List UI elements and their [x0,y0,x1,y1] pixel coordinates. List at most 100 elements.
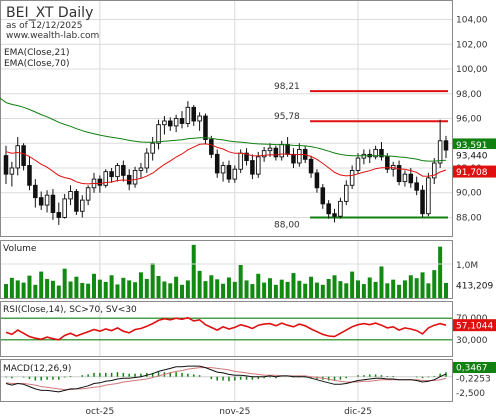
volume-bar [379,266,384,298]
candle-body [3,155,9,175]
candle-body [38,197,44,206]
candle-body [21,145,26,166]
volume-bar [80,282,85,298]
volume-bar [426,283,431,298]
volume-bar [45,278,50,298]
candle-body [426,177,431,215]
watermark: www.wealth-lab.com [6,31,99,41]
volume-bar [185,280,190,298]
volume-bar [350,271,355,298]
volume-bar [408,275,413,298]
volume-bar [162,281,167,298]
volume-bar [39,271,44,298]
rsi-panel [0,301,453,357]
candle-body [255,156,261,175]
volume-bar [191,244,196,298]
rsi-label: RSI(Close,14), SC>70, SV<30 [3,305,137,315]
price-tick-label: 102,00 [456,40,488,50]
volume-bar [33,284,38,298]
volume-bar [397,284,402,298]
volume-bar [62,268,67,298]
volume-bar [144,278,149,298]
candle-body [156,124,161,144]
volume-bar [238,265,243,298]
candle-body [132,169,138,185]
candle-body [209,139,214,155]
volume-bar [50,280,55,298]
ema70-line [5,102,447,162]
price-tick-label: 98,00 [456,90,482,100]
price-tick-label: 100,00 [456,65,488,75]
candle-body [267,147,273,152]
ema70-value-tag-bg [453,138,496,151]
volume-bar [97,279,102,298]
candle-body [291,153,296,164]
volume-bar [244,280,249,298]
candle-body [173,118,179,127]
volume-bar [209,275,214,298]
volume-bar [203,281,208,298]
legend-ema70: EMA(Close,70) [4,59,69,69]
candle-body [56,212,62,218]
candle-body [361,153,367,159]
volume-bar [250,284,255,298]
candle-body [414,182,419,191]
candle-body [279,144,285,158]
rsi-tag-bg [453,319,496,332]
macd-signal-tag-bg [453,373,496,384]
volume-bar [56,285,61,298]
candle-body [261,150,267,158]
price-tick-label: 96,00 [456,115,482,125]
candle-body [338,200,343,217]
volume-bar [414,278,419,298]
volume-bar [279,279,284,298]
level-label: 98,21 [274,82,300,92]
candle-body [420,189,425,215]
candle-body [214,153,220,174]
volume-bar [291,273,296,298]
level-label: 95,78 [274,112,300,122]
macd-label: MACD(12,26,9) [3,364,71,374]
candle-body [79,199,85,212]
volume-bar [256,273,261,298]
volume-bar [133,282,138,298]
last-close-tag-bg [453,149,496,162]
candle-body [379,148,384,158]
candle-body [314,172,320,189]
support-resistance-levels: 98,21 95,78 88,00 [0,82,448,230]
volume-bar [402,280,407,298]
volume-bar [156,276,161,298]
candle-body [197,115,202,122]
macd-tag-bg [453,362,496,373]
candle-body [74,191,79,212]
volume-bar [314,282,319,298]
candle-body [9,167,15,175]
candle-body [297,148,302,164]
ema70-value-tag: 93,591 [456,141,488,151]
volume-bar [150,263,155,298]
volume-bar [103,281,108,298]
last-close-tag: 93,440 [456,152,488,162]
rsi-bands [1,317,452,341]
volume-bar [262,282,267,298]
rsi-last-value: 57,1044 [456,322,493,332]
candle-body [27,165,32,186]
volume-bar [21,282,26,298]
ema21-value-tag: 91,708 [456,168,488,178]
price-axis: 104,00102,00100,0098,0096,0094,0092,0090… [456,16,488,224]
volume-bar [197,270,202,298]
candle-body [220,165,226,174]
candle-body [191,106,197,122]
macd-last-value: 0,3467 [456,364,488,374]
volume-bar [168,283,173,298]
chart-title: BEI_XT Daily [6,5,93,21]
volume-bar [273,284,278,298]
date-tick-label: dic-25 [344,407,372,417]
volume-axis-label: 1,0M [456,261,478,271]
volume-bar [326,278,331,298]
candle-body [332,213,337,217]
volume-bar [344,283,349,298]
macd-signal-line [5,367,447,391]
volume-bar [320,284,325,298]
